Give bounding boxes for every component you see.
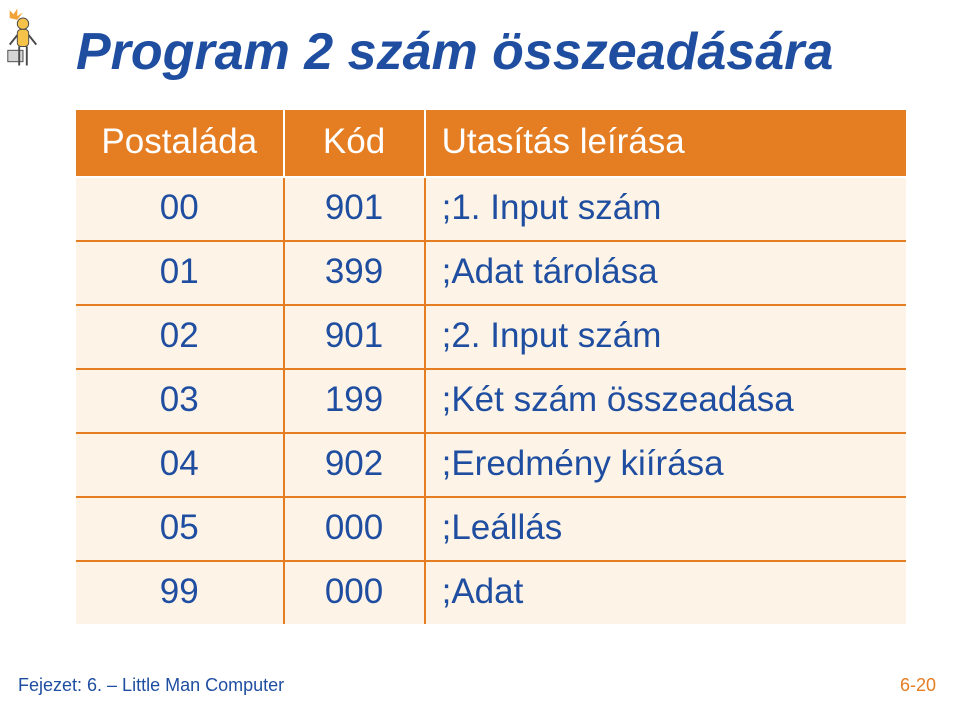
table-cell: ;Két szám összeadása [425, 369, 906, 433]
table-cell: 901 [284, 305, 425, 369]
table-cell: ;1. Input szám [425, 177, 906, 241]
table-cell: 00 [76, 177, 284, 241]
table-cell: 05 [76, 497, 284, 561]
table-cell: 000 [284, 497, 425, 561]
table-row: 04902;Eredmény kiírása [76, 433, 906, 497]
footer-left: Fejezet: 6. – Little Man Computer [18, 675, 284, 696]
table-row: 02901;2. Input szám [76, 305, 906, 369]
slide: Program 2 szám összeadására PostaládaKód… [0, 0, 960, 712]
table-cell: 02 [76, 305, 284, 369]
table-row: 00901;1. Input szám [76, 177, 906, 241]
table-row: 05000;Leállás [76, 497, 906, 561]
computer-person-icon [4, 6, 42, 68]
table-cell: 902 [284, 433, 425, 497]
table-row: 99000;Adat [76, 561, 906, 624]
table-row: 03199;Két szám összeadása [76, 369, 906, 433]
table-cell: 99 [76, 561, 284, 624]
table-cell: 199 [284, 369, 425, 433]
table-cell: ;2. Input szám [425, 305, 906, 369]
code-table: PostaládaKódUtasítás leírása00901;1. Inp… [76, 110, 906, 624]
table-cell: ;Leállás [425, 497, 906, 561]
table-cell: 04 [76, 433, 284, 497]
slide-title: Program 2 szám összeadására [76, 22, 833, 82]
table-header: Postaláda [76, 110, 284, 177]
table-cell: ;Eredmény kiírása [425, 433, 906, 497]
table-cell: ;Adat tárolása [425, 241, 906, 305]
table-cell: 399 [284, 241, 425, 305]
table-header: Kód [284, 110, 425, 177]
table-cell: 000 [284, 561, 425, 624]
table-cell: 901 [284, 177, 425, 241]
footer-right: 6-20 [900, 675, 936, 696]
table-cell: 01 [76, 241, 284, 305]
table-cell: 03 [76, 369, 284, 433]
table-header: Utasítás leírása [425, 110, 906, 177]
table-row: 01399;Adat tárolása [76, 241, 906, 305]
table-cell: ;Adat [425, 561, 906, 624]
